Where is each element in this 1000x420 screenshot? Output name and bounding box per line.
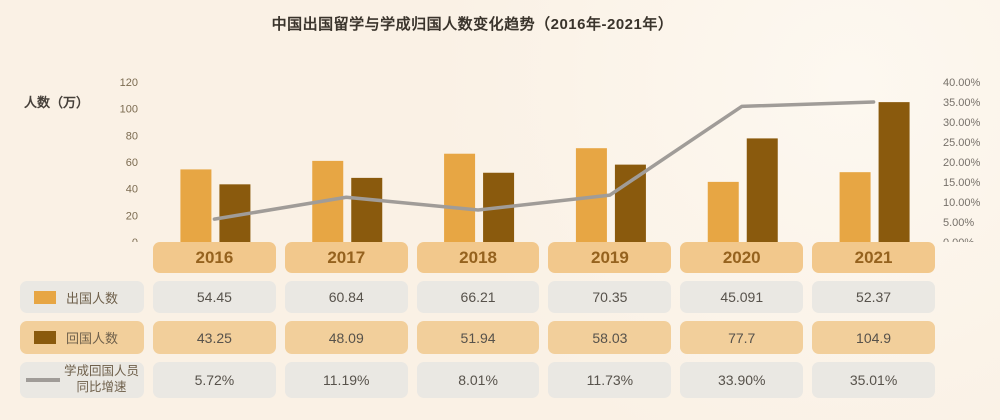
legend-abroad: 出国人数 (20, 281, 144, 313)
value-cell-2021-row1: 104.9 (812, 321, 935, 354)
year-header-2018: 2018 (416, 242, 540, 273)
right-axis-tick-20.00%: 20.00% (943, 157, 981, 169)
right-axis-tick-15.00%: 15.00% (943, 177, 981, 189)
value-cell-2016-row2: 5.72% (153, 362, 276, 398)
left-axis-tick-120: 120 (120, 77, 138, 89)
left-axis-tick-20: 20 (126, 210, 138, 222)
year-header-2017: 2017 (284, 242, 408, 273)
legend-returned-label: 回国人数 (66, 331, 119, 346)
year-header-2019: 2019 (548, 242, 672, 273)
right-axis-tick-40.00%: 40.00% (943, 77, 981, 89)
table-row-abroad: 出国人数 54.45 60.84 66.21 70.35 45.091 52.37 (20, 281, 935, 313)
bar-returned-2017 (351, 177, 383, 242)
value-cell-2020-row0: 45.091 (680, 281, 804, 313)
legend-returned: 回国人数 (20, 321, 144, 354)
value-cell-2019-row0: 70.35 (548, 281, 672, 313)
value-cell-2019-row1: 58.03 (548, 321, 672, 354)
legend-abroad-label: 出国人数 (66, 290, 119, 306)
legend-growth: 学成回国人员 同比增速 (20, 362, 144, 398)
returned-swatch-icon (34, 331, 56, 344)
right-axis-tick-30.00%: 30.00% (943, 117, 981, 129)
growth-rate-line (212, 100, 876, 221)
value-cell-2018-row2: 8.01% (416, 362, 540, 398)
right-axis-tick-10.00%: 10.00% (943, 197, 981, 209)
abroad-swatch-icon (34, 290, 56, 304)
value-cell-2017-row1: 48.09 (284, 321, 408, 354)
value-cell-2021-row2: 35.01% (812, 362, 935, 398)
bar-abroad-2021 (839, 172, 871, 242)
growth-line-swatch-icon (26, 378, 60, 382)
right-axis-tick-5.00%: 5.00% (943, 217, 974, 229)
header-spacer (20, 242, 144, 273)
right-axis-tick-35.00%: 35.00% (943, 97, 981, 109)
legend-growth-label: 学成回国人员 同比增速 (64, 364, 140, 394)
table-row-returned: 回国人数 43.25 48.09 51.94 58.03 77.7 104.9 (20, 321, 935, 354)
left-axis-tick-60: 60 (126, 157, 138, 169)
value-cell-2017-row0: 60.84 (284, 281, 408, 313)
left-axis-tick-0: 0 (132, 237, 138, 242)
right-axis-tick-25.00%: 25.00% (943, 137, 981, 149)
data-table: 2016 2017 2018 2019 2020 2021 出国人数 54.45 60.84… (20, 242, 935, 406)
left-axis-label: 人数（万） (24, 95, 90, 110)
bar-abroad-2018 (444, 153, 476, 242)
value-cell-2019-row2: 11.73% (548, 362, 672, 398)
value-cell-2018-row0: 66.21 (416, 281, 540, 313)
value-cell-2018-row1: 51.94 (416, 321, 540, 354)
chart-canvas: 120 100 80 60 40 20 0 40.00% 35.00% 30.00% 25.00% 2… (120, 77, 981, 242)
value-cell-2017-row2: 11.19% (284, 362, 408, 398)
value-cell-2021-row0: 52.37 (812, 281, 935, 313)
bar-returned-2019 (614, 164, 646, 242)
value-cell-2016-row0: 54.45 (153, 281, 276, 313)
bar-abroad-2016 (180, 169, 212, 242)
left-axis-tick-80: 80 (126, 130, 138, 142)
left-axis-tick-40: 40 (126, 184, 138, 196)
table-row-growth: 学成回国人员 同比增速 5.72% 11.19% 8.01% 11.73% 33.90%… (20, 362, 935, 398)
value-cell-2020-row1: 77.7 (680, 321, 804, 354)
right-axis-tick-0.00%: 0.00% (943, 237, 974, 242)
year-header-row: 2016 2017 2018 2019 2020 2021 (20, 242, 935, 273)
bar-returned-2020 (746, 138, 778, 242)
bar-abroad-2020 (707, 181, 739, 242)
bar-returned-2021 (878, 102, 910, 242)
chart-title: 中国出国留学与学成归国人数变化趋势（2016年-2021年） (271, 16, 674, 33)
value-cell-2016-row1: 43.25 (153, 321, 276, 354)
year-header-2016: 2016 (153, 242, 276, 273)
left-axis-tick-100: 100 (120, 104, 138, 116)
value-cell-2020-row2: 33.90% (680, 362, 804, 398)
year-header-2020: 2020 (680, 242, 804, 273)
year-header-2021: 2021 (812, 242, 935, 273)
